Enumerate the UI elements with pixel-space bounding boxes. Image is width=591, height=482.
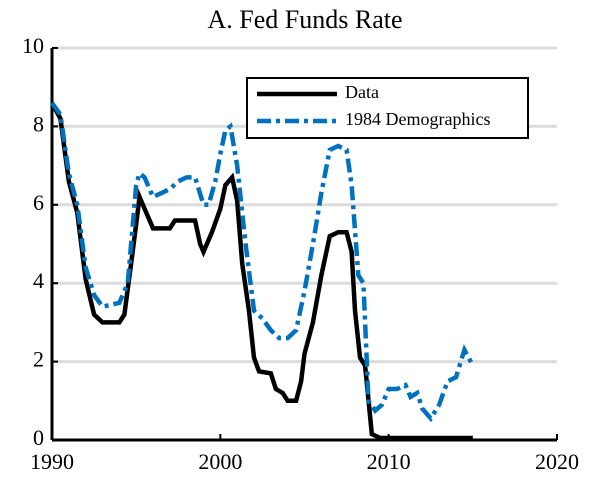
y-tick-label: 2: [33, 347, 44, 372]
x-tick-label: 2010: [367, 449, 411, 474]
y-tick-label: 6: [33, 190, 44, 215]
legend-label: 1984 Demographics: [345, 109, 490, 129]
y-tick-label: 8: [33, 111, 44, 136]
x-tick-label: 2020: [535, 449, 579, 474]
line: [50, 101, 473, 441]
y-tick-label: 10: [22, 33, 44, 58]
legend-label: Data: [345, 82, 379, 102]
y-tick-label: 0: [33, 425, 44, 450]
x-tick-label: 1990: [30, 449, 74, 474]
chart-title: A. Fed Funds Rate: [208, 5, 403, 34]
x-tick-label: 2000: [198, 449, 242, 474]
line: [50, 101, 475, 423]
legend-box: [246, 77, 529, 139]
y-tick-label: 4: [33, 268, 44, 293]
